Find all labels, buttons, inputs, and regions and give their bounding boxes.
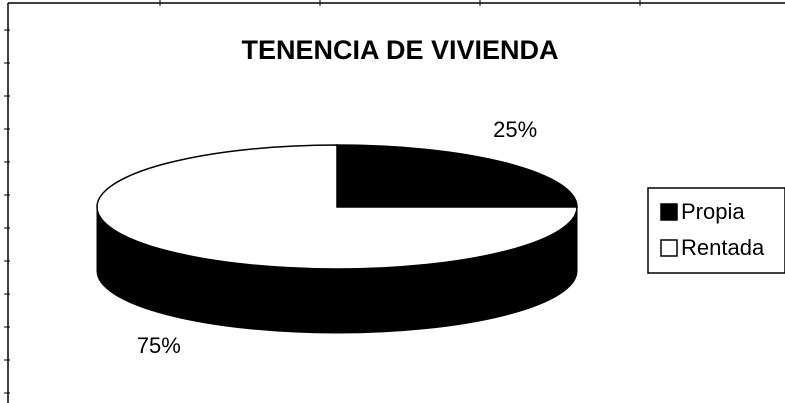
data-label: 25% bbox=[493, 117, 537, 142]
chart-title: TENENCIA DE VIVIENDA bbox=[241, 35, 558, 65]
pie-slice bbox=[336, 144, 578, 208]
legend-label: Rentada bbox=[681, 235, 765, 260]
legend-label: Propia bbox=[681, 199, 745, 224]
pie-slice bbox=[96, 144, 578, 270]
legend-swatch bbox=[660, 239, 678, 257]
data-label: 75% bbox=[137, 333, 181, 358]
legend-box bbox=[647, 187, 785, 274]
legend-swatch bbox=[660, 203, 678, 221]
